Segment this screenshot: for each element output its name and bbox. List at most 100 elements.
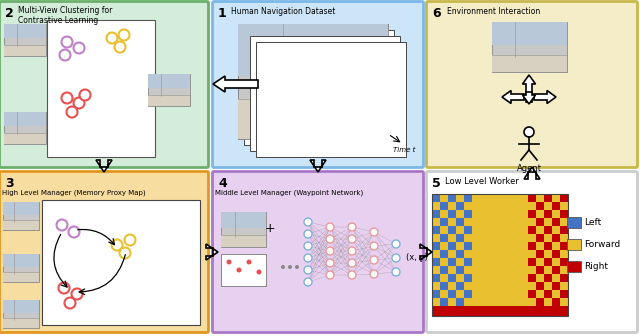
Bar: [440, 210, 448, 218]
Bar: [472, 258, 480, 266]
Bar: [480, 298, 488, 306]
Bar: [520, 194, 528, 202]
Polygon shape: [96, 160, 112, 172]
Bar: [560, 202, 568, 210]
Bar: [512, 194, 520, 202]
Bar: [432, 306, 568, 316]
Bar: [440, 242, 448, 250]
Bar: [536, 274, 544, 282]
Bar: [520, 210, 528, 218]
Bar: [4, 112, 46, 144]
Bar: [3, 220, 39, 230]
Bar: [496, 210, 504, 218]
Bar: [496, 218, 504, 226]
Bar: [496, 258, 504, 266]
Bar: [448, 202, 456, 210]
FancyBboxPatch shape: [426, 1, 637, 168]
Circle shape: [304, 230, 312, 238]
Bar: [552, 242, 560, 250]
Bar: [560, 194, 568, 202]
Bar: [528, 226, 536, 234]
Bar: [504, 202, 512, 210]
Bar: [496, 250, 504, 258]
Bar: [560, 234, 568, 242]
Bar: [456, 210, 464, 218]
Bar: [448, 274, 456, 282]
Bar: [448, 210, 456, 218]
Bar: [496, 194, 504, 202]
Text: Left: Left: [584, 218, 601, 227]
Bar: [488, 274, 496, 282]
Bar: [464, 258, 472, 266]
Bar: [528, 210, 536, 218]
Bar: [512, 242, 520, 250]
Bar: [504, 266, 512, 274]
Bar: [504, 298, 512, 306]
Bar: [3, 318, 39, 328]
Bar: [488, 234, 496, 242]
Polygon shape: [522, 92, 536, 104]
Bar: [512, 210, 520, 218]
Bar: [480, 250, 488, 258]
Text: Forward: Forward: [584, 240, 620, 249]
Bar: [464, 290, 472, 298]
Bar: [544, 242, 552, 250]
Circle shape: [118, 30, 129, 41]
Circle shape: [115, 42, 125, 52]
Text: Multi-View Clustering for
Contrastive Learning: Multi-View Clustering for Contrastive Le…: [18, 6, 113, 26]
Bar: [536, 226, 544, 234]
Bar: [432, 250, 440, 258]
Polygon shape: [420, 244, 432, 260]
Bar: [536, 298, 544, 306]
FancyBboxPatch shape: [212, 171, 424, 333]
Bar: [552, 266, 560, 274]
Bar: [480, 218, 488, 226]
Bar: [488, 250, 496, 258]
Bar: [448, 194, 456, 202]
Bar: [488, 290, 496, 298]
Bar: [512, 226, 520, 234]
Text: High Level Manager (Memory Proxy Map): High Level Manager (Memory Proxy Map): [2, 190, 146, 197]
Bar: [528, 258, 536, 266]
Bar: [488, 202, 496, 210]
FancyBboxPatch shape: [426, 171, 637, 333]
Bar: [528, 242, 536, 250]
Bar: [544, 226, 552, 234]
Circle shape: [72, 289, 83, 299]
Bar: [492, 54, 567, 72]
Bar: [528, 194, 536, 202]
Bar: [432, 218, 440, 226]
Circle shape: [257, 269, 262, 275]
Bar: [456, 274, 464, 282]
Bar: [488, 258, 496, 266]
Bar: [432, 258, 440, 266]
Text: Environment Interaction: Environment Interaction: [447, 7, 540, 16]
Bar: [456, 202, 464, 210]
Bar: [496, 202, 504, 210]
Bar: [440, 250, 448, 258]
Bar: [504, 250, 512, 258]
Text: 3: 3: [5, 177, 13, 190]
Text: (x, y): (x, y): [406, 252, 428, 261]
Bar: [480, 290, 488, 298]
Bar: [4, 24, 46, 38]
Bar: [472, 274, 480, 282]
Circle shape: [65, 297, 76, 308]
Bar: [440, 266, 448, 274]
Bar: [432, 274, 440, 282]
Bar: [3, 202, 39, 215]
Bar: [528, 202, 536, 210]
Bar: [520, 266, 528, 274]
Bar: [3, 254, 39, 266]
FancyBboxPatch shape: [0, 1, 209, 168]
Text: 4: 4: [218, 177, 227, 190]
Bar: [148, 95, 190, 106]
Circle shape: [58, 283, 70, 294]
Bar: [472, 242, 480, 250]
Circle shape: [392, 240, 400, 248]
Text: 1: 1: [218, 7, 227, 20]
Bar: [256, 42, 406, 157]
Bar: [456, 298, 464, 306]
Bar: [480, 266, 488, 274]
Bar: [552, 274, 560, 282]
